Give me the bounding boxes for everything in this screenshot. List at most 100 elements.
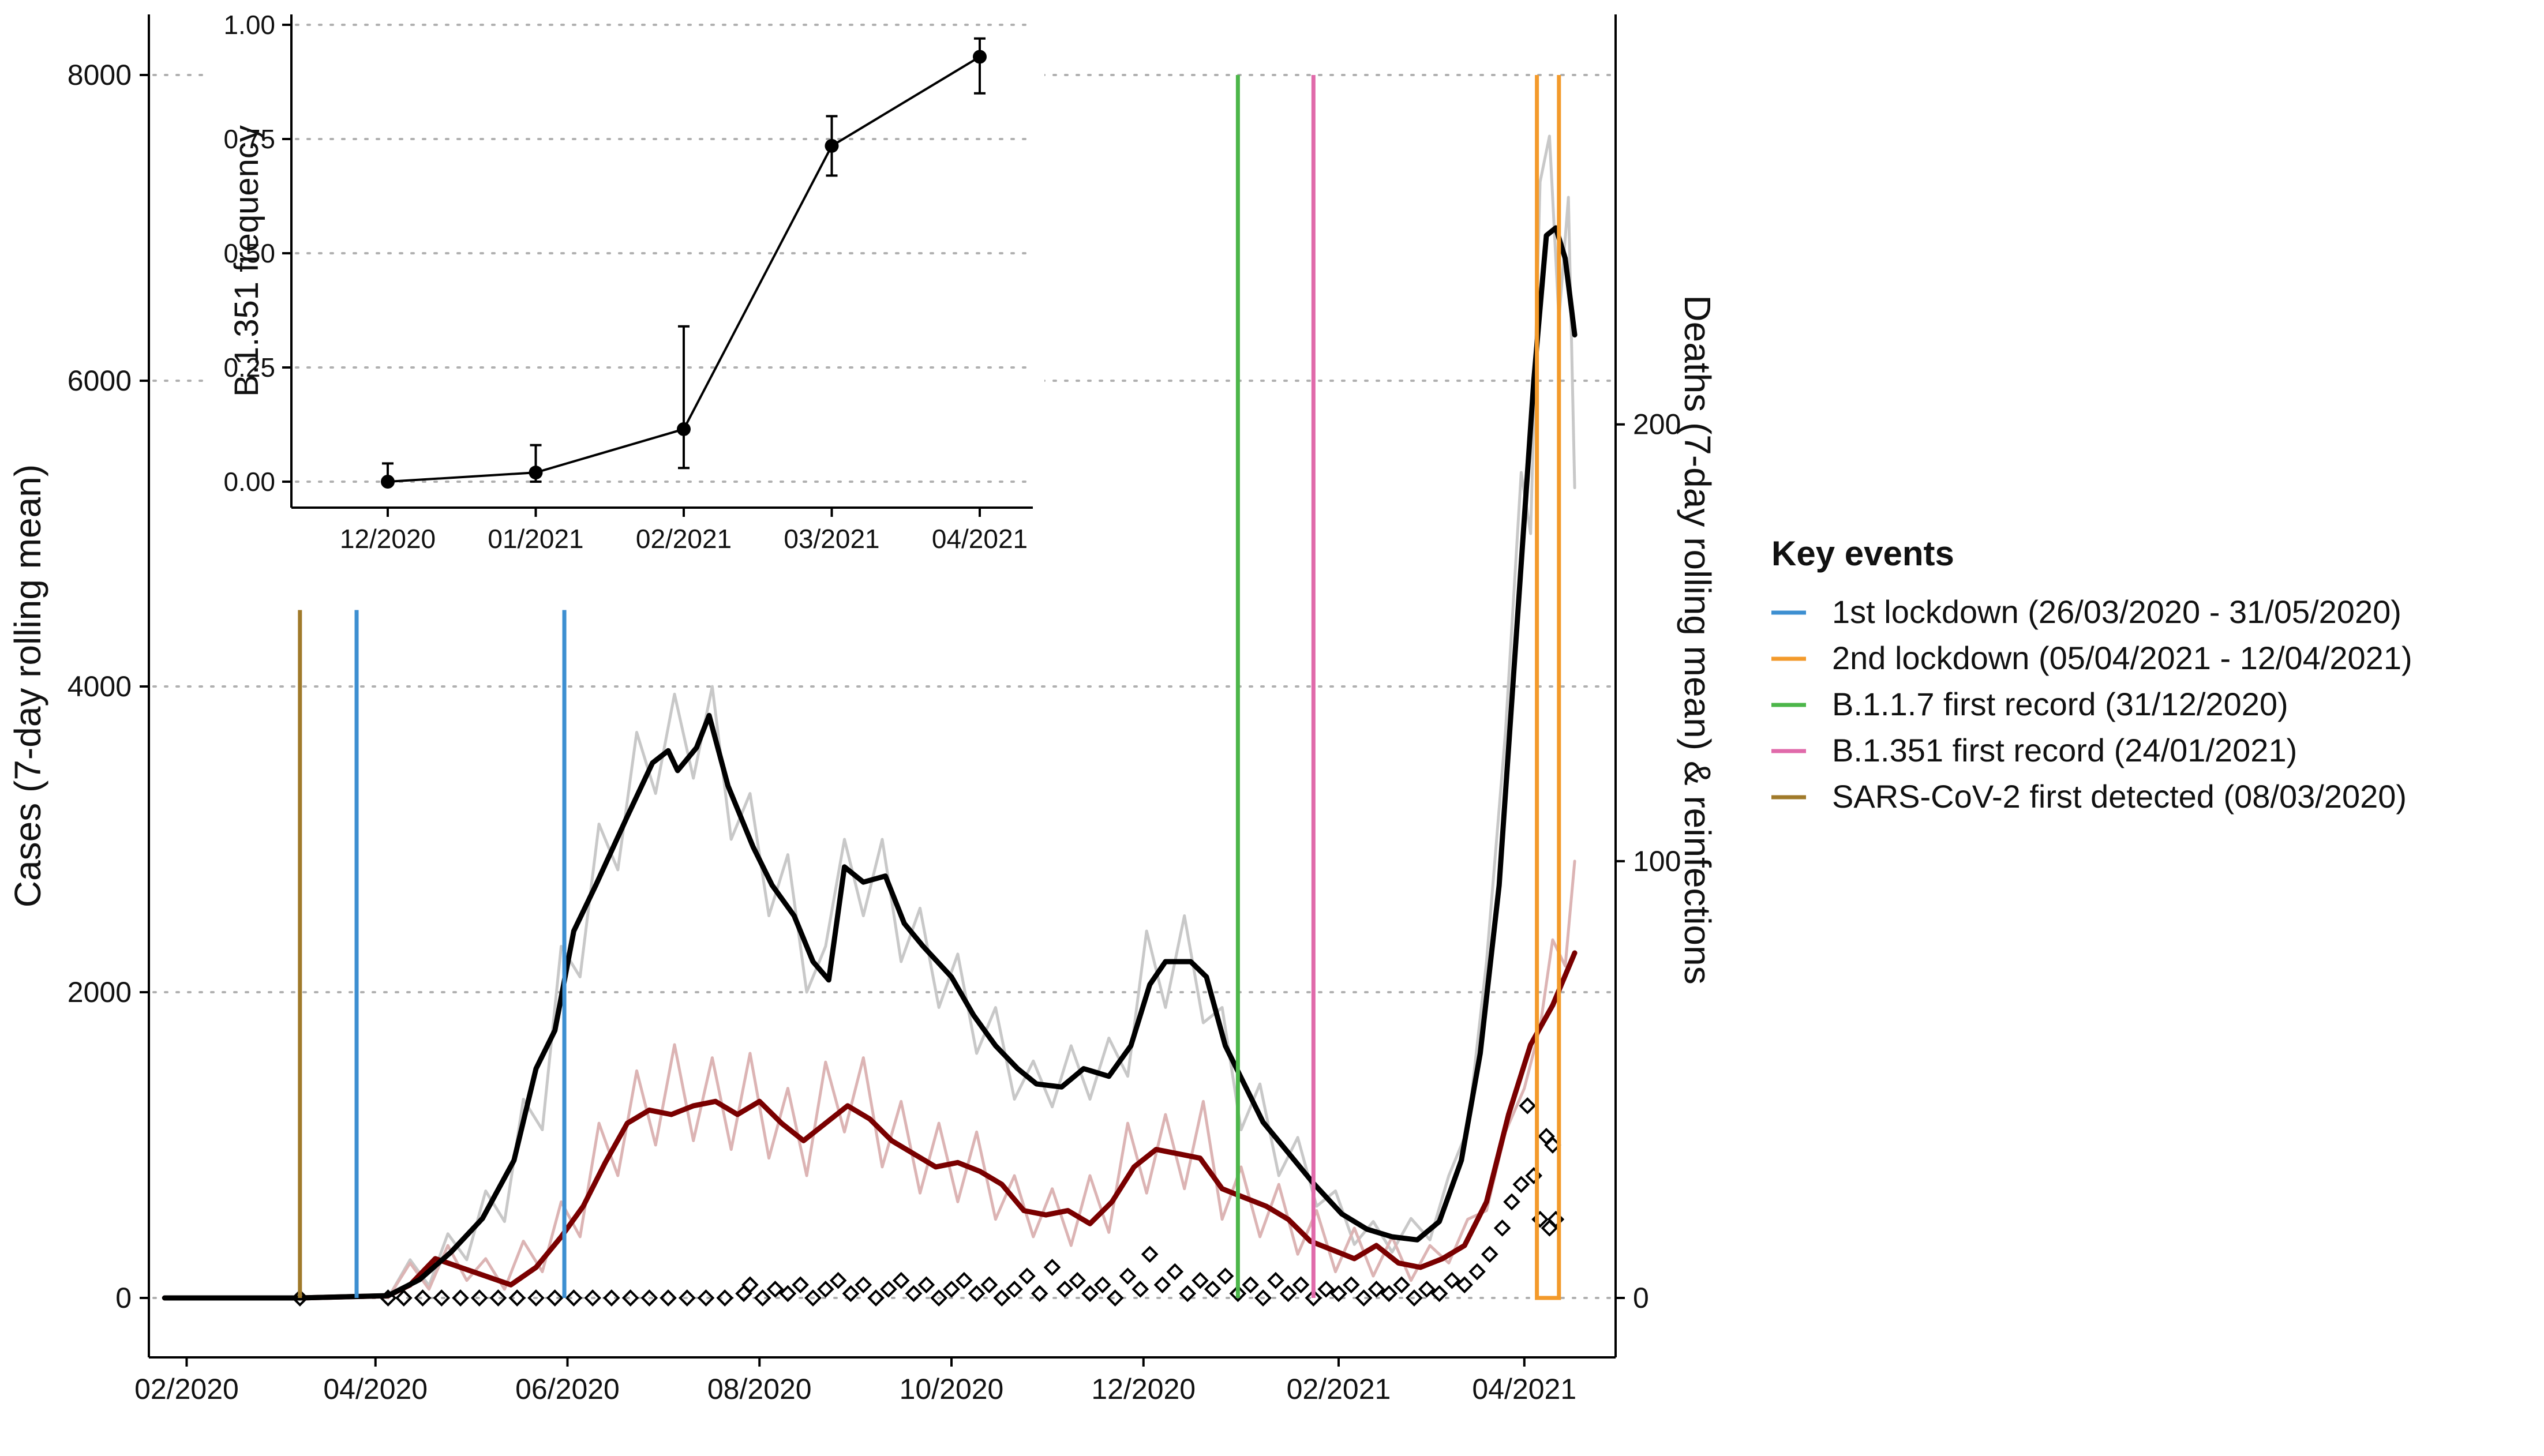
reinfection-marker	[779, 1285, 797, 1303]
inset-point	[825, 138, 839, 153]
y2-tick-label: 200	[1633, 408, 1681, 441]
reinfection-marker	[1043, 1259, 1061, 1276]
reinfection-marker	[1069, 1271, 1086, 1289]
reinfection-marker	[1519, 1097, 1537, 1114]
reinfection-marker	[829, 1271, 847, 1289]
reinfection-marker	[1242, 1276, 1260, 1294]
reinfection-marker	[1166, 1263, 1184, 1281]
reinfection-marker	[1380, 1285, 1398, 1303]
reinfection-marker	[1192, 1271, 1209, 1289]
reinfection-marker	[1031, 1285, 1048, 1303]
reinfection-marker	[584, 1289, 601, 1307]
inset-y-tick-label: 0.50	[223, 238, 275, 268]
x-tick-label: 06/2020	[515, 1373, 620, 1405]
reinfection-marker	[1106, 1289, 1124, 1307]
y2-tick-label: 100	[1633, 845, 1681, 877]
reinfection-marker	[1367, 1281, 1385, 1298]
reinfection-marker	[980, 1276, 998, 1294]
inset-point	[381, 475, 395, 489]
reinfection-marker	[766, 1281, 784, 1298]
inset-x-tick-label: 04/2021	[932, 524, 1028, 554]
reinfection-marker	[1305, 1289, 1322, 1307]
reinfection-marker	[1317, 1281, 1335, 1298]
reinfection-marker	[1254, 1289, 1272, 1307]
reinfection-marker	[1342, 1276, 1360, 1294]
inset-y-axis-title: B.1.351 frequency	[228, 125, 265, 397]
x-tick-label: 04/2021	[1472, 1373, 1576, 1405]
reinfection-marker	[1229, 1285, 1247, 1303]
reinfection-marker	[508, 1289, 526, 1307]
reinfection-marker	[867, 1289, 885, 1307]
reinfection-marker	[905, 1285, 923, 1303]
x-tick-label: 08/2020	[707, 1373, 812, 1405]
reinfection-marker	[1132, 1281, 1149, 1298]
x-tick-label: 02/2021	[1287, 1373, 1391, 1405]
reinfection-marker	[741, 1276, 759, 1294]
inset-x-tick-label: 02/2021	[636, 524, 732, 554]
reinfection-marker	[1279, 1285, 1297, 1303]
reinfection-marker	[603, 1289, 620, 1307]
y-tick-label: 8000	[68, 59, 132, 91]
reinfection-marker	[1216, 1267, 1234, 1285]
x-tick-label: 04/2020	[323, 1373, 428, 1405]
inset-point	[973, 50, 987, 64]
reinfection-marker	[956, 1271, 973, 1289]
reinfection-marker	[660, 1289, 677, 1307]
reinfection-marker	[379, 1289, 397, 1307]
reinfection-marker	[621, 1289, 639, 1307]
y-axis-title: Cases (7-day rolling mean)	[7, 464, 48, 907]
reinfection-marker	[754, 1289, 771, 1307]
reinfection-marker	[1119, 1267, 1137, 1285]
inset-y-tick-label: 1.00	[223, 10, 275, 40]
reinfection-marker	[993, 1289, 1011, 1307]
reinfection-marker	[470, 1289, 488, 1307]
reinfection-marker	[291, 1289, 309, 1307]
y-tick-label: 4000	[68, 670, 132, 703]
reinfection-marker	[842, 1285, 860, 1303]
reinfection-marker	[489, 1289, 507, 1307]
reinfection-marker	[716, 1289, 734, 1307]
reinfection-marker	[804, 1289, 822, 1307]
reinfection-marker	[1355, 1289, 1373, 1307]
inset-y-tick-label: 0.25	[223, 352, 275, 382]
reinfection-marker	[1141, 1245, 1159, 1263]
reinfection-marker	[968, 1285, 986, 1303]
reinfection-marker	[1512, 1176, 1530, 1193]
inset-x-tick-label: 01/2021	[488, 524, 583, 554]
y2-tick-label: 0	[1633, 1282, 1649, 1314]
inset-point	[677, 422, 691, 436]
reinfection-marker	[930, 1289, 948, 1307]
reinfection-marker	[1056, 1281, 1074, 1298]
inset-x-tick-label: 12/2020	[340, 524, 436, 554]
reinfection-marker	[880, 1281, 897, 1298]
legend-label: SARS-CoV-2 first detected (08/03/2020)	[1832, 778, 2407, 815]
reinfection-marker	[697, 1289, 715, 1307]
reinfection-marker	[1443, 1271, 1461, 1289]
reinfection-marker	[792, 1276, 809, 1294]
reinfection-marker	[917, 1276, 935, 1294]
series-line-deaths-raw	[387, 860, 1576, 1300]
reinfection-marker	[678, 1289, 696, 1307]
reinfection-marker	[1204, 1281, 1222, 1298]
legend-label: B.1.1.7 first record (31/12/2020)	[1832, 686, 2288, 722]
reinfection-marker	[546, 1289, 564, 1307]
reinfection-marker	[1481, 1245, 1498, 1263]
reinfection-marker	[1006, 1281, 1023, 1298]
reinfection-marker	[527, 1289, 545, 1307]
reinfection-marker	[1406, 1289, 1423, 1307]
reinfection-marker	[1456, 1276, 1473, 1294]
legend-label: 1st lockdown (26/03/2020 - 31/05/2020)	[1832, 594, 2401, 630]
legend-title: Key events	[1771, 534, 1954, 573]
series-line-cases-raw	[387, 134, 1576, 1300]
reinfection-marker	[1267, 1271, 1284, 1289]
x-tick-label: 12/2020	[1091, 1373, 1196, 1405]
reinfection-marker	[1292, 1276, 1310, 1294]
reinfection-marker	[1179, 1285, 1196, 1303]
x-tick-label: 10/2020	[900, 1373, 1004, 1405]
reinfection-marker	[1081, 1285, 1099, 1303]
y-tick-label: 2000	[68, 976, 132, 1008]
reinfection-marker	[1493, 1219, 1511, 1237]
y-tick-label: 0	[115, 1282, 132, 1314]
reinfection-marker	[1393, 1276, 1410, 1294]
